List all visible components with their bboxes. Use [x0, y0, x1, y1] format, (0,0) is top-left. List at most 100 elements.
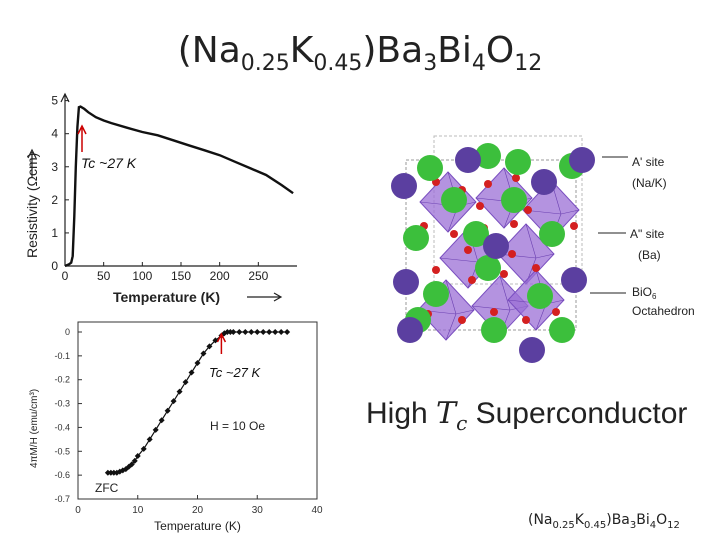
data-point — [128, 461, 135, 468]
crystal-lattice — [391, 135, 595, 363]
footer-part: Bi — [636, 512, 650, 528]
ba-atom — [501, 187, 527, 213]
y-tick-label: -0.7 — [54, 494, 70, 504]
oxygen-atom — [500, 270, 508, 278]
magnetization-axes: 0 -0.1 -0.2 -0.3 -0.4 -0.5 -0.6 -0.7 0 10 20 30 40 Te… — [29, 321, 323, 533]
footer-formula: (Na0.25K0.45)Ba3Bi4O12 — [528, 512, 680, 531]
zfc-annotation: ZFC — [95, 481, 119, 495]
footer-sub: 4 — [649, 519, 657, 531]
label-bio6-text: BiO — [632, 285, 652, 299]
x-tick-label: 20 — [192, 505, 204, 516]
data-point — [212, 337, 219, 344]
ba-atom — [423, 281, 449, 307]
x-tick-label: 100 — [132, 269, 152, 283]
data-point — [278, 329, 285, 335]
data-point — [266, 329, 273, 335]
data-point — [242, 329, 249, 335]
y-tick-label: 0 — [51, 259, 58, 273]
y-tick-label: -0.3 — [54, 399, 70, 409]
footer-part: (Na — [528, 512, 553, 528]
oxygen-atom — [510, 220, 518, 228]
y-tick-label: 2 — [51, 193, 58, 207]
title-part: K — [289, 30, 314, 71]
x-tick-label: 150 — [171, 269, 191, 283]
data-point — [260, 329, 267, 335]
magnetization-chart: 0 -0.1 -0.2 -0.3 -0.4 -0.5 -0.6 -0.7 0 10 20 30 40 Te… — [29, 321, 323, 533]
oxygen-atom — [476, 202, 484, 210]
ba-atom — [441, 187, 467, 213]
data-point — [176, 388, 183, 395]
ba-atom — [417, 155, 443, 181]
title-part: Bi — [437, 30, 472, 71]
ba-atom — [505, 149, 531, 175]
title-part: (Na — [177, 30, 241, 71]
tc-annotation: Tc ~27 K — [81, 155, 137, 171]
oxygen-atom — [532, 264, 540, 272]
oxygen-atom — [570, 222, 578, 230]
caption-t: T — [436, 396, 457, 431]
data-point — [248, 329, 255, 335]
oxygen-atom — [524, 206, 532, 214]
data-point — [182, 379, 189, 386]
data-point — [134, 453, 141, 460]
data-point — [116, 468, 123, 475]
y-tick-label: 3 — [51, 160, 58, 174]
oxygen-atom — [468, 276, 476, 284]
x-tick-label: 40 — [311, 505, 323, 516]
title-part: O — [485, 30, 515, 71]
label-ba-site-note: (Ba) — [638, 248, 661, 262]
crystal-structure-diagram: A' site (Na/K) A" site (Ba) BiO6 Octahed… — [391, 135, 695, 363]
oxygen-atom — [512, 174, 520, 182]
oxygen-atom — [552, 308, 560, 316]
a-site-atom — [483, 233, 509, 259]
x-tick-label: 30 — [252, 505, 264, 516]
magnetization-marks: Tc ~27 K H = 10 Oe ZFC — [95, 329, 291, 495]
oxygen-atom — [490, 308, 498, 316]
a-site-atom — [531, 169, 557, 195]
crystal-labels: A' site (Na/K) A" site (Ba) BiO6 Octahed… — [590, 155, 695, 318]
x-axis-label: Temperature (K) — [113, 289, 220, 305]
ba-atom — [527, 283, 553, 309]
caption-part: High — [366, 397, 437, 430]
tc-annotation: Tc ~27 K — [209, 365, 262, 380]
a-site-atom — [519, 337, 545, 363]
data-point — [170, 398, 177, 405]
oxygen-atom — [522, 316, 530, 324]
y-axis-arrow — [60, 92, 70, 103]
data-point — [164, 407, 171, 414]
caption-c: c — [456, 411, 468, 435]
x-label-arrow — [247, 292, 283, 302]
ba-atom — [481, 317, 507, 343]
footer-part: K — [574, 512, 584, 528]
oxygen-atom — [432, 266, 440, 274]
a-site-atom — [393, 269, 419, 295]
y-tick-label: 1 — [51, 226, 58, 240]
a-site-atom — [561, 267, 587, 293]
tc-arrow — [77, 124, 87, 152]
footer-part: )Ba — [606, 512, 630, 528]
x-tick-label: 200 — [210, 269, 230, 283]
footer-sub: 0.25 — [552, 519, 575, 531]
oxygen-atom — [484, 180, 492, 188]
y-tick-label: 4 — [51, 127, 58, 141]
data-point — [131, 457, 138, 464]
field-annotation: H = 10 Oe — [210, 419, 265, 433]
y-tick-label: -0.1 — [54, 351, 70, 361]
oxygen-atom — [450, 230, 458, 238]
label-bio6: BiO6 — [632, 285, 657, 301]
data-point — [206, 343, 213, 350]
superconductor-caption: High Tc Superconductor — [366, 396, 687, 436]
x-tick-label: 10 — [132, 505, 144, 516]
data-point — [194, 360, 201, 367]
ba-atom — [549, 317, 575, 343]
ba-atom — [539, 221, 565, 247]
y-label-arrow — [27, 148, 37, 178]
footer-part: O — [656, 512, 668, 528]
data-point — [284, 329, 291, 335]
data-point — [236, 329, 243, 335]
oxygen-atom — [458, 316, 466, 324]
title-sub: 0.45 — [313, 51, 363, 77]
label-bio6-sub: 6 — [652, 292, 657, 301]
title-sub: 0.25 — [240, 51, 290, 77]
